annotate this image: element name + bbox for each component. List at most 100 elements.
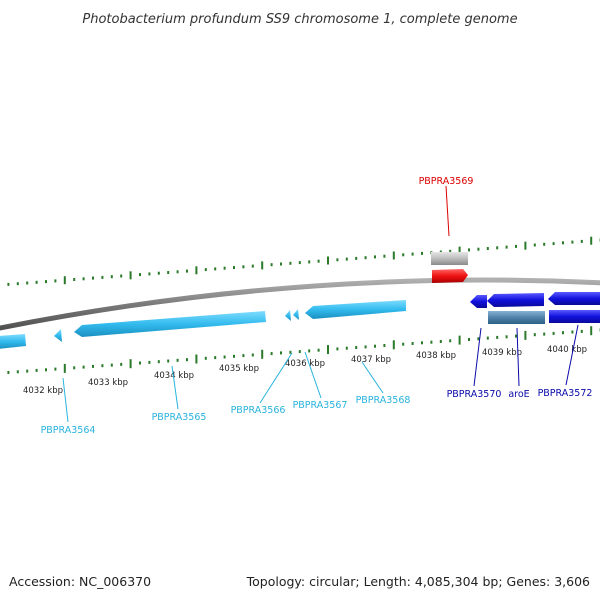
gene-label[interactable]: PBPRA3564 bbox=[41, 425, 96, 436]
tick-mark bbox=[214, 267, 217, 271]
tick-mark bbox=[233, 266, 235, 269]
gene-block-pbpra3572[interactable] bbox=[549, 310, 600, 323]
tick-mark bbox=[374, 344, 376, 348]
leader-line-pbpra3568 bbox=[361, 361, 384, 394]
leader-line-pbpra3564 bbox=[62, 377, 69, 423]
leader-line-pbpra3570 bbox=[473, 327, 482, 387]
tick-mark bbox=[139, 273, 141, 277]
gene-labels: PBPRA3564 PBPRA3565 PBPRA3566 PBPRA3567 … bbox=[41, 176, 593, 436]
gene-label[interactable]: PBPRA3565 bbox=[152, 412, 207, 423]
gene-features bbox=[0, 252, 600, 349]
tick-mark bbox=[233, 354, 235, 358]
gene-arrow-pbpra3567[interactable] bbox=[293, 309, 299, 320]
gene-arrow-pbpra3566[interactable] bbox=[285, 310, 291, 321]
tick-mark bbox=[242, 265, 245, 269]
tick-mark bbox=[186, 358, 188, 362]
gene-label[interactable]: PBPRA3568 bbox=[356, 395, 411, 406]
tick-mark bbox=[552, 331, 555, 335]
tick-mark bbox=[204, 356, 207, 360]
gene-arrow-aroe-upper[interactable] bbox=[487, 293, 544, 307]
tick-mark bbox=[317, 348, 320, 352]
tick-mark bbox=[449, 339, 452, 343]
tick-mark bbox=[110, 275, 113, 279]
tick-mark bbox=[571, 240, 574, 244]
tick-mark bbox=[101, 275, 104, 279]
tick-mark bbox=[289, 261, 292, 265]
tick-mark bbox=[195, 354, 198, 364]
tick-mark bbox=[129, 359, 132, 369]
tick-mark bbox=[92, 364, 94, 368]
scale-label: 4034 kbp bbox=[154, 371, 194, 381]
gene-block-aroe[interactable] bbox=[488, 311, 545, 324]
scale-label: 4039 kbp bbox=[482, 348, 522, 358]
tick-mark bbox=[54, 279, 57, 283]
tick-mark bbox=[355, 256, 358, 260]
tick-mark bbox=[402, 253, 405, 257]
tick-mark bbox=[54, 367, 57, 371]
tick-mark bbox=[289, 350, 292, 354]
tick-mark bbox=[336, 258, 339, 262]
tick-mark bbox=[505, 335, 508, 339]
tick-mark bbox=[148, 360, 151, 364]
tick-mark bbox=[148, 272, 151, 276]
gene-label[interactable]: PBPRA3566 bbox=[231, 405, 286, 416]
scale-label: 4040 kbp bbox=[547, 345, 587, 355]
tick-mark bbox=[486, 336, 489, 340]
tick-mark bbox=[186, 269, 188, 273]
tick-mark bbox=[345, 346, 348, 350]
tick-mark bbox=[439, 340, 442, 343]
tick-mark bbox=[26, 281, 29, 285]
tick-mark bbox=[430, 340, 433, 344]
gene-arrow-pbpra3564[interactable] bbox=[0, 334, 26, 349]
tick-mark bbox=[157, 271, 160, 275]
gene-block-grey[interactable] bbox=[431, 252, 468, 265]
tick-mark bbox=[392, 251, 395, 260]
tick-mark bbox=[223, 266, 226, 270]
gene-arrow-pbpra3568[interactable] bbox=[305, 300, 406, 319]
tick-mark bbox=[167, 271, 170, 274]
tick-mark bbox=[590, 326, 593, 336]
tick-mark bbox=[383, 254, 386, 258]
tick-mark bbox=[261, 349, 264, 359]
tick-mark bbox=[35, 368, 38, 372]
gene-label[interactable]: PBPRA3567 bbox=[293, 400, 348, 411]
tick-mark bbox=[411, 252, 414, 256]
genome-summary-text: Topology: circular; Length: 4,085,304 bp… bbox=[246, 574, 590, 589]
tick-mark bbox=[308, 349, 311, 353]
map-title: Photobacterium profundum SS9 chromosome … bbox=[82, 12, 517, 27]
tick-mark bbox=[468, 248, 470, 252]
tick-mark bbox=[345, 257, 348, 261]
tick-mark bbox=[515, 244, 517, 248]
tick-mark bbox=[82, 365, 85, 369]
tick-mark bbox=[364, 345, 367, 349]
gene-arrow-small-left[interactable] bbox=[54, 329, 62, 342]
tick-mark bbox=[120, 274, 123, 278]
tick-mark bbox=[402, 342, 405, 346]
gene-label[interactable]: PBPRA3570 bbox=[447, 389, 502, 400]
tick-mark bbox=[449, 249, 452, 253]
tick-mark bbox=[251, 264, 254, 268]
gene-arrow-pbpra3570[interactable] bbox=[470, 295, 487, 308]
gene-label[interactable]: aroE bbox=[508, 389, 529, 400]
tick-mark bbox=[477, 247, 480, 251]
gene-label[interactable]: PBPRA3569 bbox=[419, 176, 474, 187]
tick-mark bbox=[223, 355, 226, 359]
scale-label: 4038 kbp bbox=[416, 351, 456, 361]
gene-arrow-pbpra3569[interactable] bbox=[432, 269, 468, 283]
tick-mark bbox=[421, 251, 423, 255]
tick-mark bbox=[571, 330, 574, 334]
tick-mark bbox=[552, 242, 555, 246]
leader-line-pbpra3566 bbox=[259, 352, 293, 404]
leader-line-pbpra3572 bbox=[565, 324, 579, 386]
tick-mark bbox=[270, 263, 273, 267]
gene-arrow-pbpra3572-upper[interactable] bbox=[548, 292, 600, 305]
tick-mark bbox=[101, 364, 104, 368]
tick-mark bbox=[543, 242, 546, 246]
tick-mark bbox=[63, 363, 66, 373]
tick-mark bbox=[336, 347, 339, 351]
gene-label[interactable]: PBPRA3572 bbox=[538, 388, 593, 399]
tick-mark bbox=[533, 243, 536, 247]
tick-mark bbox=[242, 354, 245, 358]
gene-arrow-pbpra3565[interactable] bbox=[74, 311, 266, 337]
tick-mark bbox=[524, 241, 527, 250]
